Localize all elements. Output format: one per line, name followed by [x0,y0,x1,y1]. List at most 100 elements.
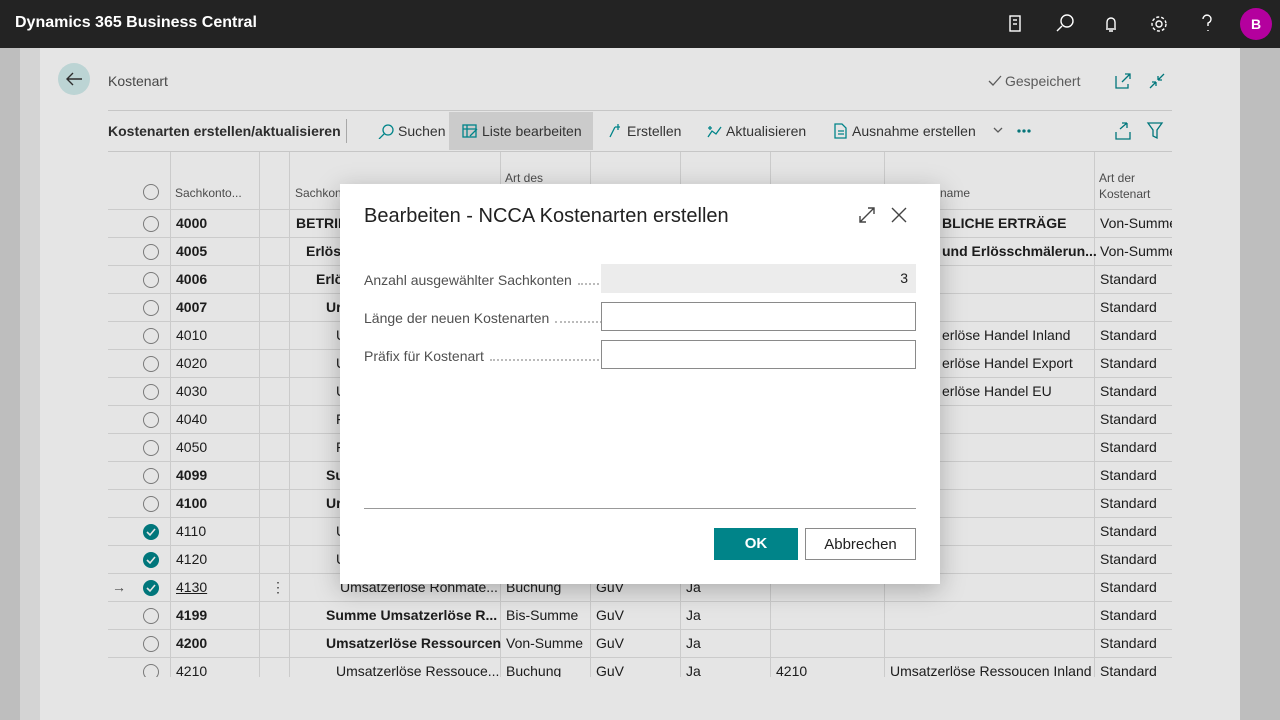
divider [108,151,1172,152]
cost-type-kind: Standard [1100,355,1157,371]
account-no[interactable]: 4010 [176,327,208,343]
account-name: Su [326,467,344,483]
current-row-arrow: → [112,579,126,595]
row-checkbox[interactable] [143,244,159,260]
ok-button[interactable]: OK [714,528,798,560]
action-icon [834,123,847,139]
account-name: Summe Umsatzerlöse R... [326,607,498,623]
row-checkbox[interactable] [143,468,159,484]
row-checkbox[interactable] [143,384,159,400]
action-icons[interactable] [990,120,1180,142]
account-name: Erlös [306,243,342,259]
text-input[interactable] [601,302,916,331]
account-no[interactable]: 4210 [176,663,208,677]
account-name: Umsatzerlöse Ressourcen [326,635,502,651]
cost-type-name: erlöse Handel EU [942,383,1052,399]
action-button[interactable]: Suchen [376,120,445,142]
cancel-button[interactable]: Abbrechen [805,528,916,560]
account-no[interactable]: 4130 [176,579,208,595]
account-no[interactable]: 4040 [176,411,208,427]
row-checkbox[interactable] [143,328,159,344]
action-button[interactable]: Aktualisieren [704,120,806,142]
cell-cat: GuV [596,663,625,677]
text-input[interactable] [601,340,916,369]
account-name: Ur [326,299,342,315]
account-no[interactable]: 4000 [176,215,208,231]
check-mark [146,528,156,537]
app-title: Dynamics 365 Business Central [15,14,257,31]
action-icon [707,126,722,138]
account-no[interactable]: 4050 [176,439,208,455]
column-header: Sachkonto... [175,186,242,200]
action-bar-title: Kostenarten erstellen/aktualisieren [108,123,341,139]
row-checkbox[interactable] [143,524,159,540]
account-no[interactable]: 4020 [176,355,208,371]
row-checkbox[interactable] [143,608,159,624]
back-button[interactable] [58,63,90,95]
cost-type-kind: Von-Summe [1100,243,1172,259]
row-checkbox[interactable] [143,552,159,568]
row-checkbox[interactable] [143,356,159,372]
action-icon [609,124,620,138]
account-no[interactable]: 4099 [176,467,208,483]
cost-type-kind: Von-Summe [1100,215,1172,231]
row-checkbox[interactable] [143,412,159,428]
row-checkbox[interactable] [143,272,159,288]
cost-type-name: und Erlösschmälerun... [942,243,1097,259]
cost-type-kind: Standard [1100,663,1157,677]
leader-dots [578,283,610,285]
action-button[interactable]: Ausnahme erstellen [830,120,976,142]
account-no[interactable]: 4030 [176,383,208,399]
dialog-icons[interactable] [856,204,916,226]
action-button[interactable]: Erstellen [605,120,681,142]
column-header: Art der Kostenart [1099,171,1151,201]
save-status: Gespeichert [1005,73,1081,89]
cost-type-kind: Standard [1100,607,1157,623]
cell-type: Von-Summe [506,635,584,651]
cost-type-name: erlöse Handel Export [942,355,1073,371]
cost-type-kind: Standard [1100,579,1157,595]
cost-type-kind: Standard [1100,439,1157,455]
row-checkbox[interactable] [143,636,159,652]
top-icons[interactable] [990,0,1230,48]
row-checkbox[interactable] [143,440,159,456]
row-checkbox[interactable] [143,496,159,512]
cost-type-kind: Standard [1100,467,1157,483]
row-checkbox[interactable] [143,664,159,677]
cost-type-kind: Standard [1100,495,1157,511]
row-checkbox[interactable] [143,300,159,316]
row-checkbox[interactable] [143,216,159,232]
row-menu[interactable]: ⋮ [271,579,285,595]
account-no[interactable]: 4007 [176,299,208,315]
avatar[interactable]: B [1240,8,1272,40]
action-button[interactable]: Liste bearbeiten [460,120,582,142]
dialog: Bearbeiten - NCCA Kostenarten erstellen … [340,184,940,584]
row-divider [108,601,1172,602]
cost-type-kind: Standard [1100,551,1157,567]
account-no[interactable]: 4110 [176,523,207,539]
cost-type-kind: Standard [1100,523,1157,539]
separator [346,119,347,143]
cell-yn: Ja [686,607,701,623]
action-highlight [449,112,593,150]
account-no[interactable]: 4199 [176,607,208,623]
page-icons[interactable] [1112,70,1172,92]
row-checkbox[interactable] [143,580,159,596]
column-separator [289,152,290,677]
account-no[interactable]: 4100 [176,495,208,511]
cost-type-kind: Standard [1100,411,1157,427]
account-name: Erlö [316,271,344,287]
account-no[interactable]: 4006 [176,271,208,287]
account-no[interactable]: 4005 [176,243,208,259]
cost-type-name: erlöse Handel Inland [942,327,1071,343]
account-no[interactable]: 4120 [176,551,208,567]
top-bar: Dynamics 365 Business Central B [0,0,1280,48]
cost-type-kind: Standard [1100,271,1157,287]
account-no[interactable]: 4200 [176,635,208,651]
cell-yn: Ja [686,635,701,651]
column-separator [1094,152,1095,677]
field-label: Anzahl ausgewählter Sachkonten [364,272,572,288]
leader-dots [490,359,610,361]
cost-type-kind: Standard [1100,299,1157,315]
